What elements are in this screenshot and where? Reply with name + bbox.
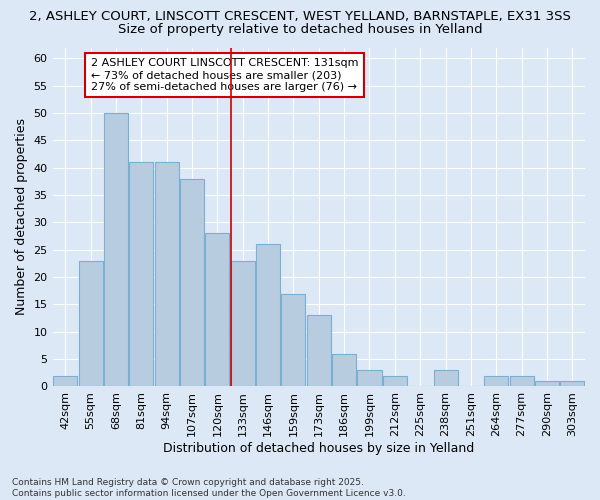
Text: 2 ASHLEY COURT LINSCOTT CRESCENT: 131sqm
← 73% of detached houses are smaller (2: 2 ASHLEY COURT LINSCOTT CRESCENT: 131sqm… <box>91 58 358 92</box>
Bar <box>281 294 305 386</box>
Bar <box>307 316 331 386</box>
Bar <box>332 354 356 386</box>
Bar <box>205 234 229 386</box>
X-axis label: Distribution of detached houses by size in Yelland: Distribution of detached houses by size … <box>163 442 475 455</box>
Bar <box>230 260 255 386</box>
Bar <box>434 370 458 386</box>
Bar <box>560 381 584 386</box>
Bar <box>104 113 128 386</box>
Bar <box>509 376 533 386</box>
Bar <box>53 376 77 386</box>
Text: 2, ASHLEY COURT, LINSCOTT CRESCENT, WEST YELLAND, BARNSTAPLE, EX31 3SS: 2, ASHLEY COURT, LINSCOTT CRESCENT, WEST… <box>29 10 571 23</box>
Bar <box>180 178 204 386</box>
Bar <box>155 162 179 386</box>
Bar <box>79 260 103 386</box>
Text: Size of property relative to detached houses in Yelland: Size of property relative to detached ho… <box>118 22 482 36</box>
Bar <box>358 370 382 386</box>
Bar <box>484 376 508 386</box>
Text: Contains HM Land Registry data © Crown copyright and database right 2025.
Contai: Contains HM Land Registry data © Crown c… <box>12 478 406 498</box>
Bar <box>129 162 154 386</box>
Bar <box>256 244 280 386</box>
Y-axis label: Number of detached properties: Number of detached properties <box>15 118 28 316</box>
Bar <box>383 376 407 386</box>
Bar <box>535 381 559 386</box>
